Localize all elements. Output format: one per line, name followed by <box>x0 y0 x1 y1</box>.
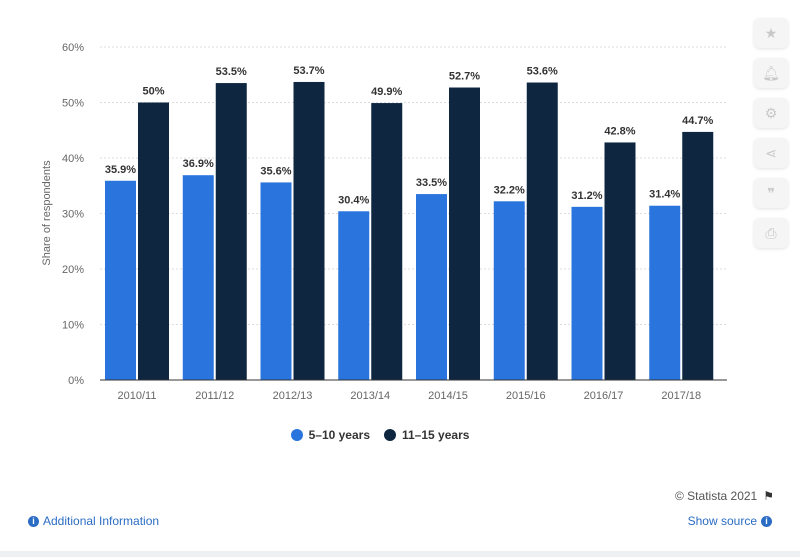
data-label: 44.7% <box>682 115 713 127</box>
legend-item-5-10[interactable]: 5–10 years <box>290 428 370 442</box>
x-tick-label: 2010/11 <box>118 390 157 402</box>
bar-5-10[interactable] <box>260 182 292 380</box>
data-label: 33.5% <box>416 177 447 189</box>
additional-information-label: Additional Information <box>43 514 160 528</box>
additional-information-link[interactable]: i Additional Information <box>28 514 159 528</box>
bar-11-15[interactable] <box>526 82 558 381</box>
side-toolbar: ★ 🔔︎ ⚙ ⋖ ❞ ⎙ <box>754 18 788 248</box>
bar-11-15[interactable] <box>138 102 169 381</box>
bar-5-10[interactable] <box>493 201 525 380</box>
bell-icon[interactable]: 🔔︎ <box>754 58 788 88</box>
data-label: 42.8% <box>604 125 635 137</box>
info-icon: i <box>28 515 39 527</box>
x-tick-label: 2012/13 <box>273 390 313 402</box>
legend-label-5-10: 5–10 years <box>308 428 370 442</box>
copyright-text: © Statista 2021 <box>675 489 758 503</box>
data-label: 32.2% <box>494 184 525 196</box>
bar-5-10[interactable] <box>571 206 603 380</box>
x-tick-label: 2016/17 <box>584 390 624 402</box>
quote-icon[interactable]: ❞ <box>754 178 788 208</box>
y-tick-label: 0% <box>68 375 84 387</box>
legend-swatch-11-15 <box>384 429 396 441</box>
bars <box>105 81 714 381</box>
show-source-label: Show source <box>687 514 757 528</box>
data-label: 53.5% <box>216 66 247 78</box>
x-tick-label: 2013/14 <box>350 390 390 402</box>
x-axis-ticks: 2010/11 2011/12 2012/13 2013/14 2014/15 2015/… <box>118 390 702 402</box>
y-tick-label: 50% <box>62 98 84 110</box>
gear-icon[interactable]: ⚙ <box>754 98 788 128</box>
star-icon[interactable]: ★ <box>754 18 788 48</box>
data-label: 53.7% <box>293 65 324 77</box>
x-tick-label: 2017/18 <box>661 390 701 402</box>
bottom-scrollbar <box>0 551 800 557</box>
bar-chart: 0% 10% 20% 30% 40% 50% 60% Share of respondent… <box>41 42 727 402</box>
bar-11-15[interactable] <box>449 87 480 380</box>
data-labels: 35.9% 50% 36.9% 53.5% 35.6% 53.7% 30.4% 49.9% 33… <box>105 65 714 206</box>
bar-5-10[interactable] <box>416 194 447 380</box>
y-axis-label: Share of respondents <box>41 160 53 266</box>
data-label: 35.9% <box>105 164 136 176</box>
x-tick-label: 2014/15 <box>428 390 468 402</box>
bar-11-15[interactable] <box>215 83 247 380</box>
data-label: 35.6% <box>260 165 291 177</box>
bar-5-10[interactable] <box>338 211 370 380</box>
y-tick-label: 20% <box>62 264 84 276</box>
y-tick-label: 10% <box>62 320 84 332</box>
legend-swatch-5-10 <box>290 429 303 441</box>
bar-11-15[interactable] <box>371 103 403 381</box>
bar-5-10[interactable] <box>649 205 681 380</box>
y-tick-label: 40% <box>62 153 84 165</box>
copyright: © Statista 2021 ⚑ <box>675 489 774 503</box>
legend-label-11-15: 11–15 years <box>402 428 470 442</box>
legend: 5–10 years 11–15 years <box>0 428 760 442</box>
data-label: 31.2% <box>571 190 602 202</box>
data-label: 36.9% <box>183 158 214 170</box>
x-tick-label: 2011/12 <box>195 390 234 402</box>
data-label: 53.6% <box>527 66 558 78</box>
y-axis-ticks: 0% 10% 20% 30% 40% 50% 60% <box>62 42 84 387</box>
flag-icon[interactable]: ⚑ <box>763 489 774 503</box>
bar-11-15[interactable] <box>682 131 714 380</box>
bar-11-15[interactable] <box>604 142 636 380</box>
data-label: 31.4% <box>649 189 680 201</box>
share-icon[interactable]: ⋖ <box>754 138 788 168</box>
y-tick-label: 30% <box>62 209 84 221</box>
bar-5-10[interactable] <box>182 175 214 380</box>
y-tick-label: 60% <box>62 42 84 54</box>
legend-item-11-15[interactable]: 11–15 years <box>384 428 469 442</box>
bar-5-10[interactable] <box>105 180 136 380</box>
print-icon[interactable]: ⎙ <box>754 218 788 248</box>
data-label: 50% <box>142 86 164 98</box>
data-label: 49.9% <box>371 86 402 98</box>
bar-11-15[interactable] <box>293 81 325 380</box>
show-source-link[interactable]: Show source i <box>688 514 772 528</box>
data-label: 52.7% <box>449 71 480 83</box>
info-icon: i <box>761 515 772 527</box>
x-tick-label: 2015/16 <box>506 390 546 402</box>
data-label: 30.4% <box>338 194 369 206</box>
